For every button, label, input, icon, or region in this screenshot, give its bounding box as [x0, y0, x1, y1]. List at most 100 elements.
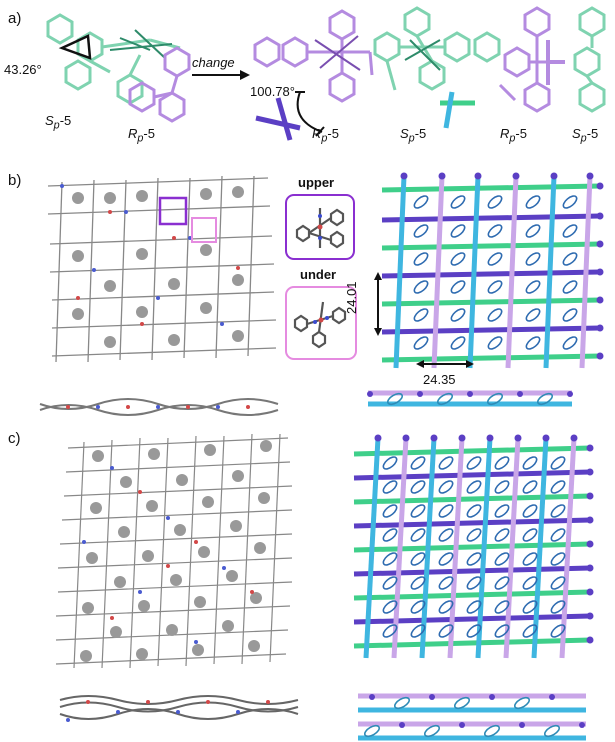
grid-bar-vertical	[503, 437, 521, 659]
grid-bar-vertical	[419, 437, 437, 659]
grid-cell-ellipse	[410, 552, 426, 566]
grid-node	[586, 612, 594, 620]
grid-cell-ellipse	[525, 308, 541, 322]
grid-cell-ellipse	[410, 528, 426, 542]
crystal-lattice-c	[55, 433, 293, 669]
grid-bar-horizontal	[353, 469, 591, 481]
grid-cell-ellipse	[494, 600, 510, 614]
side-view-c	[59, 695, 299, 722]
grid-bar-vertical	[393, 175, 407, 369]
upper-label: upper	[298, 175, 335, 190]
grid-cell-ellipse	[562, 195, 578, 209]
panel-label-a: a)	[8, 10, 22, 27]
side-view-b	[39, 398, 279, 416]
dim-horizontal-label: 24.35	[423, 372, 456, 387]
grid-cell-ellipse	[410, 504, 426, 518]
grid-node	[596, 212, 604, 220]
grid-cell-ellipse	[494, 624, 510, 638]
grid-bar-horizontal	[353, 589, 591, 601]
grid-cell-ellipse	[438, 624, 454, 638]
molecule-label-6: Sp-5	[572, 126, 599, 145]
grid-cell-ellipse	[466, 528, 482, 542]
grid-cell-ellipse	[525, 280, 541, 294]
grid-cell-ellipse	[438, 600, 454, 614]
grid-bar-horizontal	[381, 325, 601, 335]
grid-cell-ellipse	[487, 336, 503, 350]
grid-node	[514, 434, 522, 442]
angle-large-label: 100.78°	[250, 84, 295, 99]
grid-node	[570, 434, 578, 442]
grid-node	[596, 296, 604, 304]
grid-bar-vertical	[447, 437, 465, 659]
grid-cell-ellipse	[413, 252, 429, 266]
grid-bar-horizontal	[353, 637, 591, 649]
grid-cell-ellipse	[413, 336, 429, 350]
schematic-lattice-b[interactable]	[374, 172, 608, 382]
molecule-label-4: Sp-5	[400, 126, 427, 145]
grid-node	[374, 434, 382, 442]
grid-cell-ellipse	[382, 480, 398, 494]
grid-cell-ellipse	[550, 456, 566, 470]
grid-cell-ellipse	[438, 528, 454, 542]
grid-node	[400, 172, 408, 180]
grid-cell-ellipse	[487, 224, 503, 238]
grid-cell-ellipse	[438, 480, 454, 494]
grid-cell-ellipse	[550, 624, 566, 638]
grid-bar-vertical	[559, 437, 577, 659]
grid-cell-ellipse	[410, 456, 426, 470]
grid-cell-ellipse	[525, 336, 541, 350]
change-label: change	[192, 55, 235, 70]
grid-node	[474, 172, 482, 180]
panel-label-c: c)	[8, 430, 21, 447]
grid-cell-ellipse	[382, 528, 398, 542]
grid-cell-ellipse	[450, 224, 466, 238]
grid-cell-ellipse	[522, 624, 538, 638]
grid-cell-ellipse	[522, 528, 538, 542]
grid-cell-ellipse	[466, 552, 482, 566]
grid-cell-ellipse	[522, 600, 538, 614]
grid-cell-ellipse	[522, 480, 538, 494]
grid-cell-ellipse	[562, 308, 578, 322]
schematic-lattice-c[interactable]	[350, 432, 600, 662]
grid-cell-ellipse	[438, 504, 454, 518]
dim-arrowhead-left	[416, 360, 424, 368]
grid-cell-ellipse	[550, 552, 566, 566]
grid-node	[596, 324, 604, 332]
panel-label-b: b)	[8, 172, 22, 189]
grid-cell-ellipse	[466, 480, 482, 494]
grid-bar-vertical	[363, 437, 381, 659]
grid-bar-horizontal	[381, 353, 601, 363]
grid-node	[596, 182, 604, 190]
grid-cell-ellipse	[413, 195, 429, 209]
grid-node	[586, 444, 594, 452]
grid-bar-vertical	[391, 437, 409, 659]
grid-cell-ellipse	[550, 576, 566, 590]
grid-node	[402, 434, 410, 442]
grid-cell-ellipse	[494, 456, 510, 470]
grid-bar-vertical	[475, 437, 493, 659]
grid-bar-horizontal	[381, 213, 601, 223]
grid-bar-horizontal	[381, 269, 601, 279]
grid-cell-ellipse	[466, 624, 482, 638]
grid-cell-ellipse	[522, 456, 538, 470]
grid-cell-ellipse	[522, 576, 538, 590]
grid-cell-ellipse	[550, 600, 566, 614]
grid-cell-ellipse	[413, 280, 429, 294]
grid-cell-ellipse	[382, 456, 398, 470]
grid-bar-horizontal	[381, 183, 601, 193]
under-molecule-icon	[293, 301, 347, 349]
highlight-upper	[158, 196, 188, 226]
grid-cell-ellipse	[522, 552, 538, 566]
grid-node	[458, 434, 466, 442]
grid-cell-ellipse	[382, 552, 398, 566]
molecule-label-5: Rp-5	[500, 126, 527, 145]
grid-cell-ellipse	[522, 504, 538, 518]
grid-cell-ellipse	[494, 576, 510, 590]
molecule-label-3: Rp-5	[312, 126, 339, 145]
grid-cell-ellipse	[410, 600, 426, 614]
grid-cell-ellipse	[525, 224, 541, 238]
grid-bar-horizontal	[353, 493, 591, 505]
highlight-under	[191, 217, 217, 243]
grid-cell-ellipse	[410, 576, 426, 590]
grid-bar-horizontal	[353, 541, 591, 553]
